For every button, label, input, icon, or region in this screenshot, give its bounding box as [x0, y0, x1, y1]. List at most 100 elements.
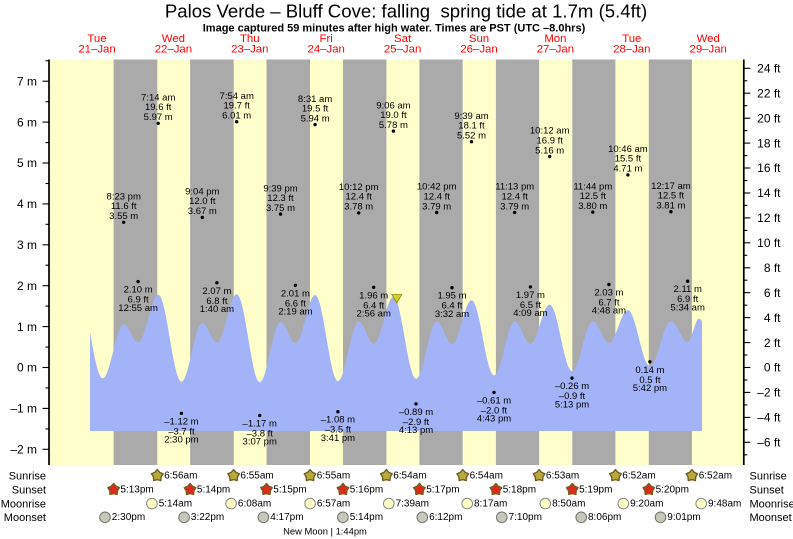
svg-text:5:18pm: 5:18pm	[503, 484, 536, 495]
svg-text:–0.61 m: –0.61 m	[477, 395, 511, 406]
svg-text:20 ft: 20 ft	[757, 111, 781, 125]
svg-text:3.81 m: 3.81 m	[656, 201, 685, 212]
svg-text:6.9 ft: 6.9 ft	[677, 294, 698, 305]
svg-text:16 ft: 16 ft	[757, 161, 781, 175]
svg-text:2:30pm: 2:30pm	[112, 512, 145, 523]
svg-text:22 ft: 22 ft	[757, 86, 781, 100]
svg-text:4:13 pm: 4:13 pm	[399, 425, 433, 436]
svg-text:10:12 pm: 10:12 pm	[339, 182, 379, 193]
svg-text:15.5 ft: 15.5 ft	[615, 154, 642, 165]
svg-text:2.10 m: 2.10 m	[124, 285, 153, 296]
svg-text:6.9 ft: 6.9 ft	[128, 295, 149, 306]
svg-text:24 ft: 24 ft	[757, 62, 781, 76]
svg-text:6:57am: 6:57am	[317, 498, 350, 509]
svg-text:Sun: Sun	[469, 33, 489, 45]
svg-text:9:06 am: 9:06 am	[376, 100, 410, 111]
svg-text:1.97 m: 1.97 m	[516, 290, 545, 301]
svg-text:3:22pm: 3:22pm	[191, 512, 224, 523]
svg-text:5:19pm: 5:19pm	[579, 484, 612, 495]
svg-text:2.01 m: 2.01 m	[281, 288, 310, 299]
svg-text:3.80 m: 3.80 m	[578, 201, 607, 212]
svg-text:4 ft: 4 ft	[764, 311, 781, 325]
svg-text:0 m: 0 m	[17, 361, 37, 375]
svg-text:5:14am: 5:14am	[159, 498, 192, 509]
svg-text:11:13 pm: 11:13 pm	[495, 182, 534, 193]
svg-text:4.71 m: 4.71 m	[613, 164, 642, 175]
svg-text:2:30 pm: 2:30 pm	[164, 435, 198, 446]
svg-text:6.8 ft: 6.8 ft	[206, 296, 227, 307]
svg-text:–0.9 ft: –0.9 ft	[559, 391, 586, 402]
svg-text:–2.9 ft: –2.9 ft	[403, 417, 430, 428]
svg-text:5.16 m: 5.16 m	[535, 145, 564, 156]
svg-text:6:54am: 6:54am	[470, 470, 503, 481]
svg-text:28–Jan: 28–Jan	[613, 43, 650, 55]
svg-text:Sunset: Sunset	[12, 484, 46, 496]
svg-text:6:54am: 6:54am	[393, 470, 426, 481]
svg-text:8:31 am: 8:31 am	[298, 94, 332, 105]
svg-text:19.5 ft: 19.5 ft	[302, 103, 329, 114]
svg-text:3 m: 3 m	[17, 238, 37, 252]
svg-text:Moonrise: Moonrise	[1, 498, 46, 510]
svg-text:6 m: 6 m	[17, 115, 37, 129]
svg-text:–2.0 ft: –2.0 ft	[481, 405, 508, 416]
svg-text:Fri: Fri	[320, 33, 333, 45]
svg-text:6:55am: 6:55am	[240, 470, 273, 481]
svg-text:9:01pm: 9:01pm	[667, 512, 700, 523]
svg-text:12.4 ft: 12.4 ft	[423, 191, 450, 202]
svg-text:10:12 am: 10:12 am	[530, 126, 570, 137]
svg-text:21–Jan: 21–Jan	[78, 43, 115, 55]
svg-text:23–Jan: 23–Jan	[231, 43, 268, 55]
svg-text:18 ft: 18 ft	[757, 136, 781, 150]
svg-text:12.4 ft: 12.4 ft	[501, 191, 528, 202]
svg-text:3.55 m: 3.55 m	[109, 211, 138, 222]
svg-text:6:55am: 6:55am	[317, 470, 350, 481]
svg-text:0.5 ft: 0.5 ft	[639, 375, 660, 386]
svg-text:0 ft: 0 ft	[764, 361, 781, 375]
svg-text:–6 ft: –6 ft	[757, 436, 781, 450]
svg-text:19.6 ft: 19.6 ft	[145, 102, 172, 113]
svg-text:5:42 pm: 5:42 pm	[633, 383, 667, 394]
svg-text:1.96 m: 1.96 m	[359, 290, 388, 301]
svg-text:3.67 m: 3.67 m	[188, 206, 217, 217]
svg-text:9:04 pm: 9:04 pm	[185, 187, 219, 198]
svg-text:5.94 m: 5.94 m	[301, 113, 330, 124]
svg-text:5:34 am: 5:34 am	[671, 302, 705, 313]
svg-text:6:12pm: 6:12pm	[429, 512, 462, 523]
svg-text:2 ft: 2 ft	[764, 336, 781, 350]
svg-text:Mon: Mon	[544, 33, 566, 45]
svg-text:6:53am: 6:53am	[546, 470, 579, 481]
svg-text:12:17 am: 12:17 am	[651, 181, 691, 192]
svg-text:2.07 m: 2.07 m	[202, 286, 231, 297]
svg-text:2.11 m: 2.11 m	[674, 284, 702, 295]
svg-text:4:09 am: 4:09 am	[513, 308, 547, 319]
svg-text:10:42 pm: 10:42 pm	[417, 182, 457, 193]
svg-text:5.78 m: 5.78 m	[379, 120, 408, 131]
svg-text:8:17am: 8:17am	[474, 498, 507, 509]
svg-text:–0.89 m: –0.89 m	[399, 407, 433, 418]
svg-text:9:48am: 9:48am	[708, 498, 741, 509]
svg-text:4:48 am: 4:48 am	[592, 306, 626, 317]
svg-text:19.7 ft: 19.7 ft	[223, 101, 250, 112]
svg-text:5:20pm: 5:20pm	[656, 484, 689, 495]
svg-text:12.3 ft: 12.3 ft	[267, 193, 294, 204]
svg-text:–1.17 m: –1.17 m	[243, 418, 277, 429]
svg-text:12:55 am: 12:55 am	[118, 303, 158, 314]
svg-text:Tue: Tue	[622, 33, 641, 45]
svg-text:14 ft: 14 ft	[757, 186, 781, 200]
svg-text:7:39am: 7:39am	[396, 498, 429, 509]
svg-text:6.7 ft: 6.7 ft	[598, 298, 619, 309]
svg-text:–4 ft: –4 ft	[757, 411, 781, 425]
svg-text:3.78 m: 3.78 m	[344, 202, 373, 213]
svg-text:2:19 am: 2:19 am	[278, 307, 312, 318]
svg-text:0.14 m: 0.14 m	[635, 365, 664, 376]
svg-text:6.5 ft: 6.5 ft	[520, 300, 541, 311]
svg-text:24–Jan: 24–Jan	[308, 43, 345, 55]
svg-text:8 ft: 8 ft	[764, 261, 781, 275]
svg-text:6.4 ft: 6.4 ft	[441, 301, 462, 312]
svg-text:9:39 am: 9:39 am	[454, 111, 488, 122]
svg-text:1:40 am: 1:40 am	[200, 304, 234, 315]
svg-text:5:13 pm: 5:13 pm	[555, 399, 589, 410]
svg-text:12.5 ft: 12.5 ft	[580, 191, 607, 202]
svg-text:Moonrise: Moonrise	[750, 498, 793, 510]
svg-text:10 ft: 10 ft	[757, 236, 781, 250]
